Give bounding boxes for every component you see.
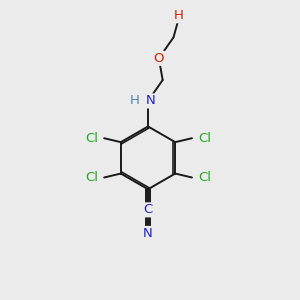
Text: H: H bbox=[129, 94, 139, 107]
Text: Cl: Cl bbox=[85, 132, 98, 145]
Text: Cl: Cl bbox=[198, 132, 211, 145]
Text: C: C bbox=[143, 203, 153, 216]
Text: Cl: Cl bbox=[198, 171, 211, 184]
Text: Cl: Cl bbox=[85, 171, 98, 184]
Text: O: O bbox=[154, 52, 164, 65]
Text: N: N bbox=[146, 94, 156, 107]
Text: H: H bbox=[173, 9, 183, 22]
Text: N: N bbox=[143, 227, 153, 240]
